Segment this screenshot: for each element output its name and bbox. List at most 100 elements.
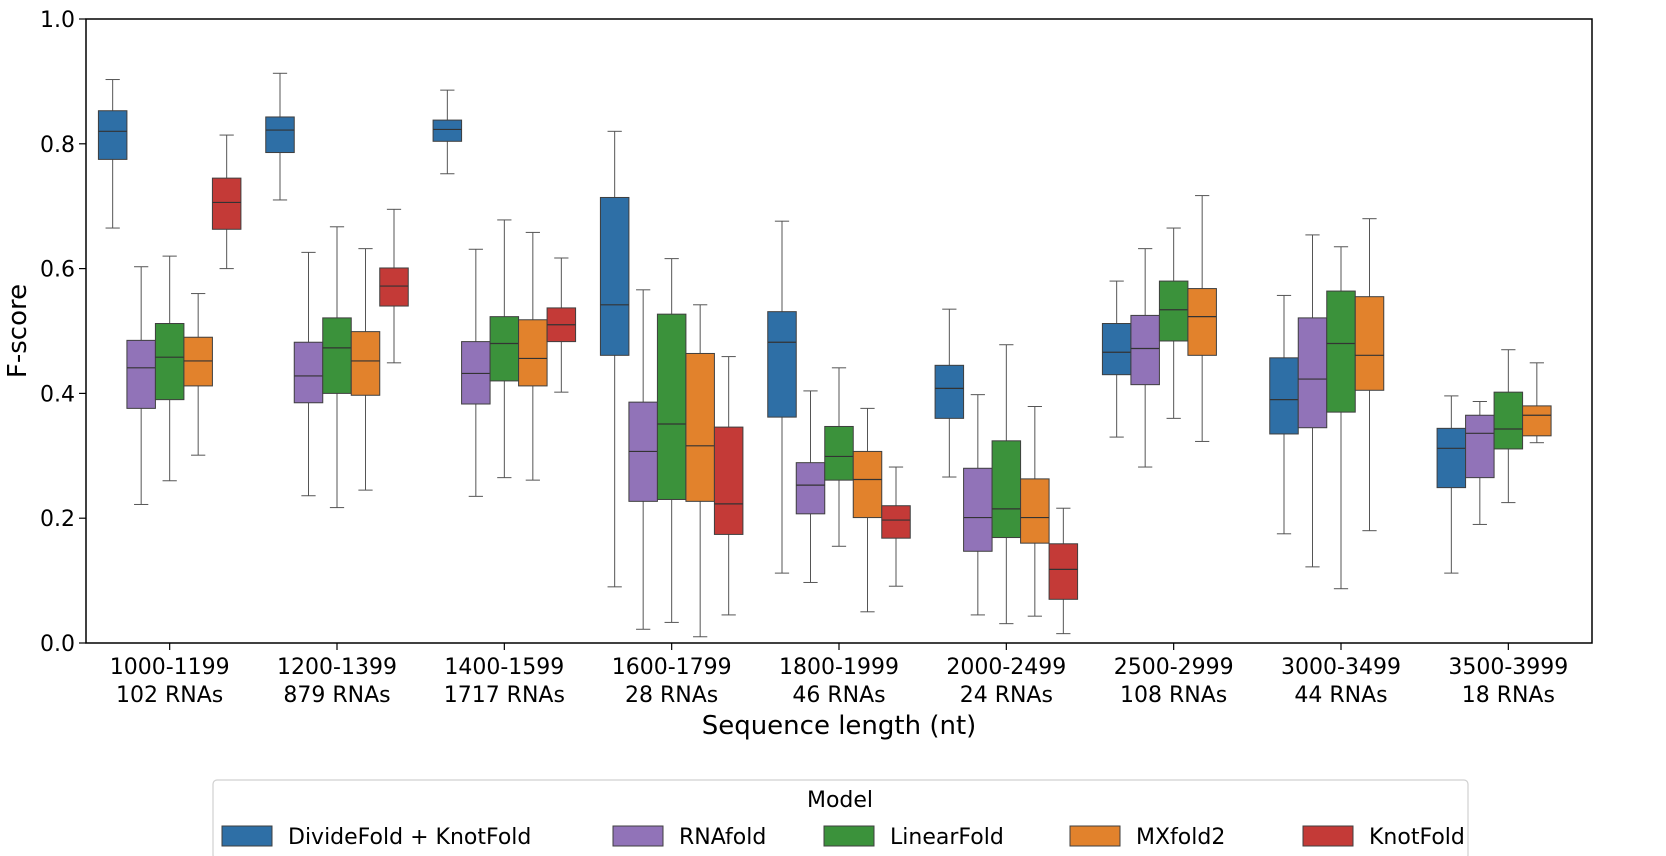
box-linearfold-0	[154, 255, 185, 482]
boxes-layer	[97, 72, 1552, 638]
x-tick-label-count: 28 RNAs	[625, 683, 718, 708]
box-rnafold-4	[795, 390, 826, 583]
box-mxfold2-0	[183, 293, 213, 456]
legend-label: RNAfold	[679, 825, 766, 850]
box-body	[1158, 280, 1189, 342]
box-body	[183, 336, 213, 387]
x-tick-label-range: 3500-3999	[1448, 655, 1568, 680]
box-dividefold-knotfold-8	[1436, 395, 1467, 574]
box-body	[1187, 288, 1217, 356]
legend: Model DivideFold + KnotFold RNAfold Linear…	[212, 779, 1469, 856]
box-body	[685, 352, 715, 502]
x-tick-label-range: 2500-2999	[1114, 655, 1234, 680]
x-tick-label-range: 1800-1999	[779, 655, 899, 680]
box-body	[963, 467, 993, 552]
y-tick-label: 1.0	[40, 8, 75, 33]
box-body	[461, 341, 491, 405]
box-body	[1269, 357, 1299, 435]
box-knotfold-4	[881, 466, 911, 587]
box-body	[713, 426, 744, 535]
y-tick-label: 0.4	[40, 382, 75, 407]
y-tick-label: 0.0	[40, 632, 75, 657]
legend-label: LinearFold	[890, 825, 1004, 850]
legend-swatch	[1069, 825, 1121, 847]
box-rnafold-0	[126, 266, 156, 505]
x-tick-label-range: 1400-1599	[444, 655, 564, 680]
box-mxfold2-1	[350, 248, 381, 491]
box-body	[1522, 405, 1552, 437]
x-tick-label-count: 879 RNAs	[283, 683, 390, 708]
x-axis: 1000-1199 102 RNAs 1200-1399 879 RNAs 1400-1…	[110, 643, 1568, 708]
x-tick-label-count: 18 RNAs	[1462, 683, 1555, 708]
box-body	[97, 110, 128, 160]
x-tick-label-count: 46 RNAs	[792, 683, 885, 708]
box-dividefold-knotfold-6	[1101, 280, 1132, 438]
y-tick-label: 0.6	[40, 258, 75, 283]
box-linearfold-1	[322, 226, 352, 509]
x-tick-label-range: 1000-1199	[110, 655, 230, 680]
box-linearfold-7	[1326, 246, 1356, 590]
x-tick-label-count: 44 RNAs	[1294, 683, 1387, 708]
box-rnafold-3	[628, 289, 658, 630]
x-tick-label-count: 102 RNAs	[116, 683, 223, 708]
legend-swatch	[1302, 825, 1354, 847]
x-axis-title: Sequence length (nt)	[702, 711, 977, 741]
box-mxfold2-7	[1354, 218, 1385, 532]
box-dividefold-knotfold-0	[97, 79, 128, 229]
box-dividefold-knotfold-5	[934, 308, 965, 478]
box-mxfold2-8	[1522, 362, 1552, 444]
legend-title: Model	[807, 788, 873, 813]
box-linearfold-5	[991, 344, 1022, 625]
box-rnafold-2	[461, 248, 491, 497]
box-body	[350, 331, 381, 396]
box-body	[1297, 317, 1328, 429]
legend-label: MXfold2	[1136, 825, 1225, 850]
x-tick-label-range: 1200-1399	[277, 655, 397, 680]
x-tick-label-count: 1717 RNAs	[444, 683, 565, 708]
box-dividefold-knotfold-1	[265, 72, 295, 201]
box-body	[322, 317, 352, 394]
x-tick-label-range: 1600-1799	[612, 655, 732, 680]
box-body	[432, 119, 463, 142]
box-linearfold-3	[656, 258, 687, 623]
legend-swatch	[221, 825, 273, 847]
x-tick-label-range: 3000-3499	[1281, 655, 1401, 680]
legend-label: DivideFold + KnotFold	[288, 825, 531, 850]
x-tick-label-count: 24 RNAs	[960, 683, 1053, 708]
x-tick-label-count: 108 RNAs	[1120, 683, 1227, 708]
box-body	[1436, 427, 1467, 489]
box-knotfold-5	[1048, 507, 1079, 635]
box-body	[379, 267, 409, 307]
y-axis-title: F-score	[3, 284, 33, 378]
box-body	[518, 319, 548, 387]
box-knotfold-3	[713, 356, 744, 616]
box-body	[934, 364, 965, 419]
box-body	[1326, 290, 1356, 413]
box-body	[852, 450, 883, 519]
box-body	[1493, 391, 1524, 450]
legend-frame	[212, 779, 1469, 856]
box-body	[1130, 314, 1160, 386]
y-axis: 0.0 0.2 0.4 0.6 0.8 1.0	[40, 8, 86, 657]
box-rnafold-5	[963, 394, 993, 616]
box-body	[265, 116, 295, 154]
box-rnafold-8	[1465, 401, 1495, 525]
box-body	[656, 313, 687, 500]
legend-label: KnotFold	[1369, 825, 1465, 850]
y-tick-label: 0.8	[40, 133, 75, 158]
box-body	[795, 462, 826, 515]
box-mxfold2-5	[1020, 406, 1050, 617]
box-body	[1465, 414, 1495, 479]
box-knotfold-1	[379, 208, 409, 364]
box-body	[1354, 296, 1385, 391]
box-rnafold-7	[1297, 234, 1328, 568]
box-linearfold-4	[824, 367, 854, 547]
box-body	[154, 323, 185, 401]
x-tick-label-range: 2000-2499	[946, 655, 1066, 680]
box-dividefold-knotfold-4	[767, 220, 797, 574]
box-body	[824, 425, 854, 481]
box-body	[881, 505, 911, 539]
box-linearfold-8	[1493, 349, 1524, 504]
box-body	[1048, 543, 1079, 600]
